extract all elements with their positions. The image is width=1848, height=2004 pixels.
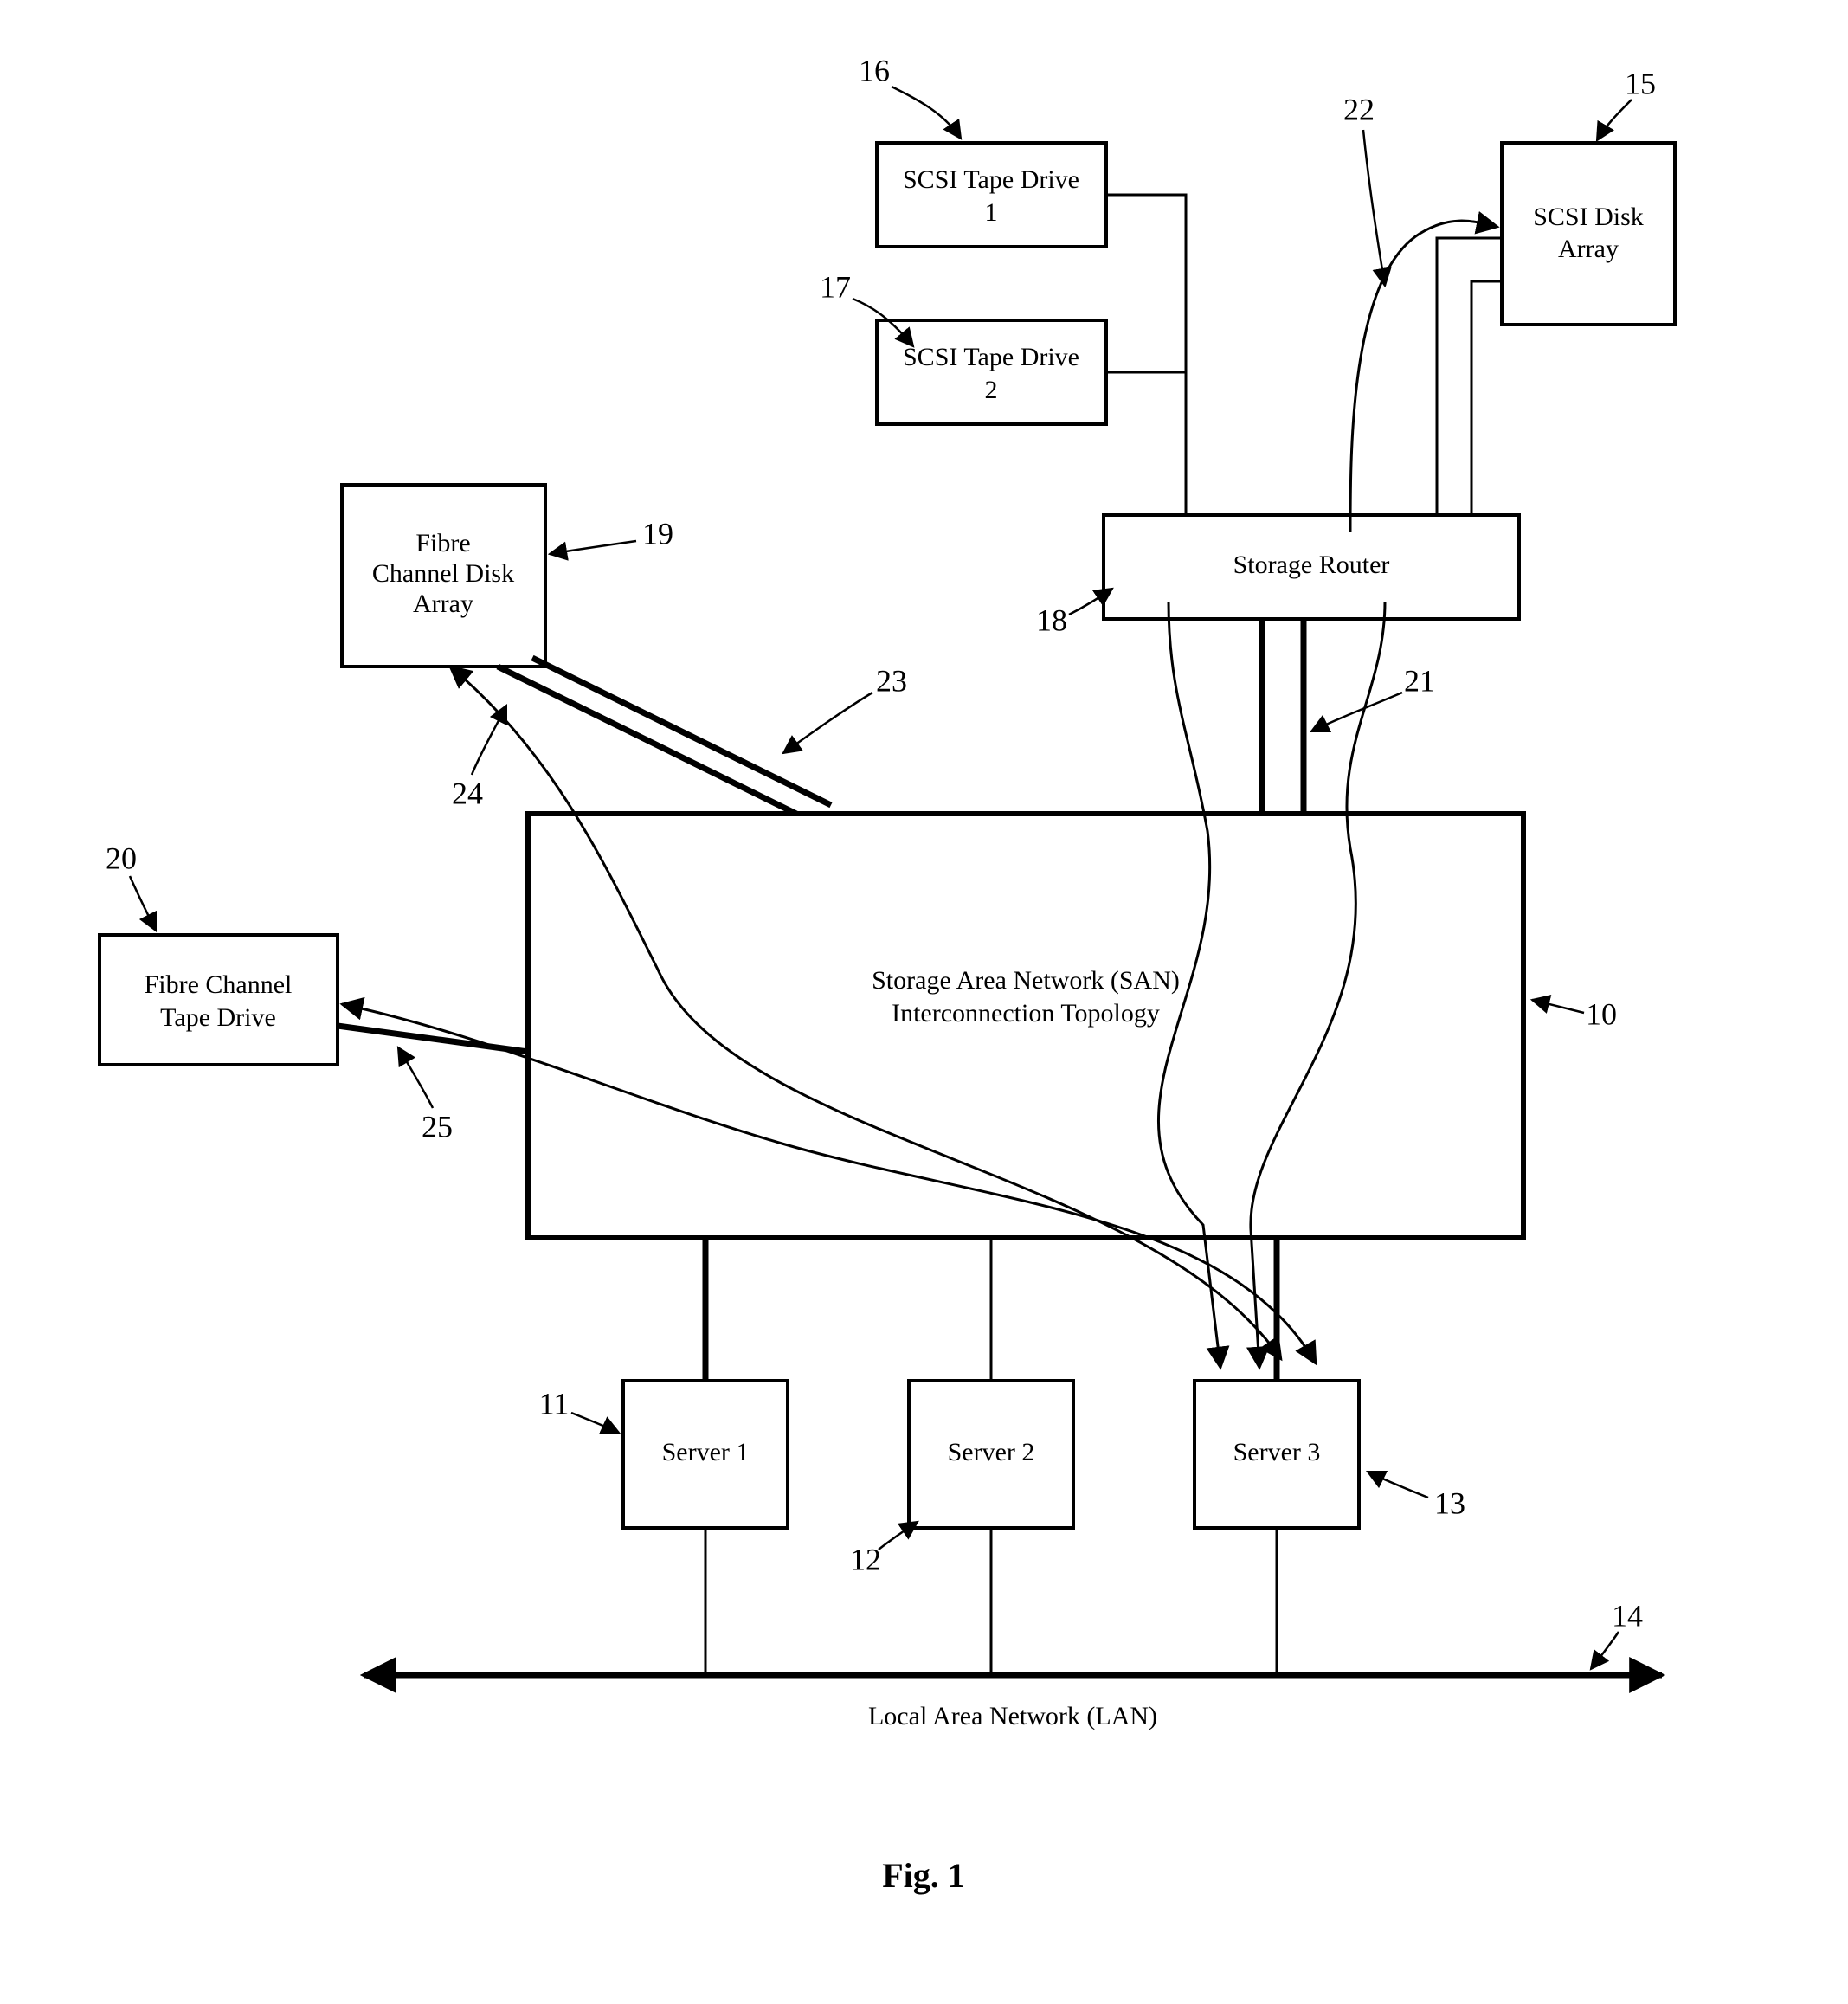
- lead-24: [472, 706, 506, 775]
- lead-15: [1597, 100, 1632, 140]
- label-scsi-disk-l2: Array: [1558, 235, 1619, 263]
- conn-tape1-router: [1106, 195, 1186, 515]
- lead-12: [879, 1522, 918, 1550]
- box-fc-tape: [100, 935, 338, 1065]
- label-scsi-tape-2-l1: SCSI Tape Drive: [903, 343, 1079, 371]
- curve-router-disk-22: [1350, 221, 1497, 532]
- conn-disk-router-b: [1471, 281, 1502, 515]
- label-fc-tape-l2: Tape Drive: [160, 1003, 276, 1032]
- lead-14: [1591, 1632, 1619, 1669]
- label-scsi-disk-l1: SCSI Disk: [1533, 203, 1644, 231]
- lead-21: [1311, 693, 1402, 731]
- label-fc-tape-l1: Fibre Channel: [145, 970, 293, 999]
- label-fc-disk-l1: Fibre: [415, 529, 470, 557]
- ref-23: 23: [876, 663, 907, 698]
- label-scsi-tape-1-l1: SCSI Tape Drive: [903, 165, 1079, 194]
- figure-caption: Fig. 1: [882, 1856, 965, 1895]
- label-server-1: Server 1: [662, 1438, 750, 1466]
- label-server-2: Server 2: [948, 1438, 1035, 1466]
- lan-label: Local Area Network (LAN): [868, 1702, 1157, 1730]
- ref-22: 22: [1343, 92, 1375, 126]
- label-san-l1: Storage Area Network (SAN): [872, 966, 1180, 995]
- lead-22: [1363, 130, 1385, 286]
- lead-13: [1368, 1472, 1428, 1498]
- lead-10: [1532, 1000, 1584, 1013]
- ref-20: 20: [106, 841, 137, 875]
- lead-11: [571, 1413, 619, 1433]
- ref-15: 15: [1625, 66, 1656, 100]
- label-scsi-tape-2-l2: 2: [985, 376, 998, 404]
- lead-25: [398, 1047, 433, 1108]
- label-scsi-tape-1-l2: 1: [985, 198, 998, 227]
- label-fc-disk-l3: Array: [413, 590, 473, 618]
- box-scsi-tape-1: [877, 143, 1106, 247]
- lead-20: [130, 876, 156, 931]
- ref-12: 12: [850, 1542, 881, 1576]
- ref-13: 13: [1434, 1485, 1465, 1520]
- conn-fcdisk-san-bold-a: [498, 667, 796, 814]
- ref-14: 14: [1612, 1598, 1643, 1633]
- ref-25: 25: [422, 1109, 453, 1144]
- ref-16: 16: [859, 53, 890, 87]
- lead-23: [783, 693, 872, 753]
- label-server-3: Server 3: [1233, 1438, 1321, 1466]
- conn-fcdisk-san-bold-b: [532, 658, 831, 805]
- ref-10: 10: [1586, 996, 1617, 1031]
- ref-21: 21: [1404, 663, 1435, 698]
- ref-11: 11: [539, 1386, 570, 1421]
- box-scsi-tape-2: [877, 320, 1106, 424]
- ref-24: 24: [452, 776, 483, 810]
- conn-disk-router-a: [1437, 238, 1502, 515]
- ref-18: 18: [1036, 602, 1067, 637]
- diagram-canvas: SCSI Tape Drive 1 SCSI Tape Drive 2 SCSI…: [0, 0, 1848, 2004]
- label-san-l2: Interconnection Topology: [892, 999, 1160, 1028]
- lead-19: [550, 541, 636, 554]
- label-fc-disk-l2: Channel Disk: [372, 559, 514, 588]
- lead-16: [892, 87, 961, 139]
- ref-19: 19: [642, 516, 673, 551]
- ref-17: 17: [820, 269, 851, 304]
- label-storage-router: Storage Router: [1233, 551, 1390, 579]
